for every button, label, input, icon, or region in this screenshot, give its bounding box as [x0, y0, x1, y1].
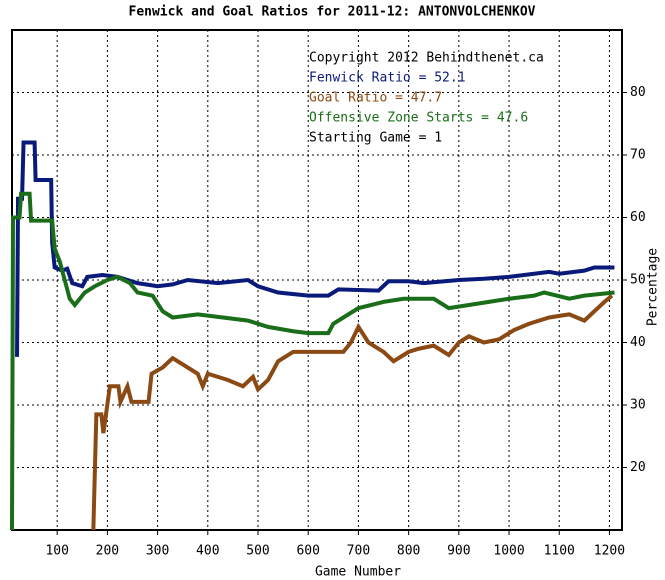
x-tick-label: 1200 [594, 544, 625, 559]
x-tick-label: 1000 [493, 544, 524, 559]
x-tick-label: 800 [397, 544, 420, 559]
x-tick-label: 200 [96, 544, 119, 559]
y-tick-label: 20 [630, 460, 646, 475]
y-tick-label: 60 [630, 210, 646, 225]
y-tick-label: 70 [630, 148, 646, 163]
series-line [10, 191, 615, 531]
series-line [15, 140, 615, 357]
y-axis-label: Percentage [646, 248, 661, 326]
y-tick-label: 80 [630, 85, 646, 100]
annotation: Starting Game = 1 [309, 131, 442, 146]
x-axis-label: Game Number [315, 565, 401, 580]
x-tick-label: 700 [347, 544, 370, 559]
legend-entry: Fenwick Ratio = 52.1 [309, 71, 466, 86]
x-tick-label: 300 [146, 544, 169, 559]
x-tick-label: 100 [45, 544, 68, 559]
y-tick-label: 40 [630, 335, 646, 350]
y-tick-label: 30 [630, 398, 646, 413]
x-tick-label: 900 [447, 544, 470, 559]
legend-entry: Goal Ratio = 47.7 [309, 91, 442, 106]
x-tick-label: 500 [246, 544, 269, 559]
x-tick-label: 600 [296, 544, 319, 559]
series-line [91, 294, 614, 531]
x-tick-label: 400 [196, 544, 219, 559]
chart-title: Fenwick and Goal Ratios for 2011-12: ANT… [129, 5, 536, 20]
x-tick-label: 1100 [544, 544, 575, 559]
legend-entry: Offensive Zone Starts = 47.6 [309, 111, 528, 126]
y-tick-label: 50 [630, 273, 646, 288]
annotation: Copyright 2012 Behindthenet.ca [309, 51, 544, 66]
